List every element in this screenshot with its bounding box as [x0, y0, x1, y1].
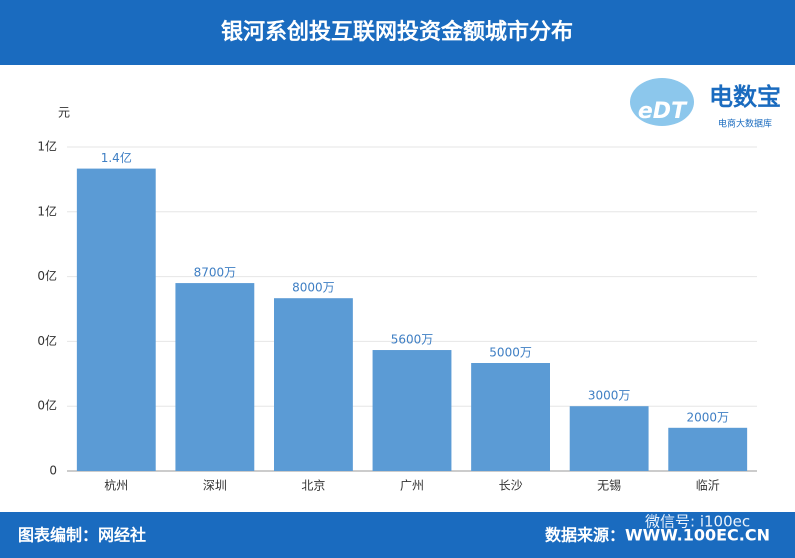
bar — [76, 168, 156, 471]
bar — [668, 427, 748, 471]
watermark: 微信号: i100ec — [645, 513, 750, 531]
value-label: 1.4亿 — [101, 150, 132, 165]
x-tick-label: 临沂 — [696, 479, 720, 493]
value-label: 5600万 — [391, 333, 434, 347]
y-axis-label: 元 — [58, 106, 70, 120]
logo-name: 电数宝 — [709, 83, 781, 111]
x-tick-label: 北京 — [301, 479, 325, 493]
footer-source-right: 数据来源：WWW.100EC.CN — [545, 526, 770, 545]
chart-title: 银河系创投互联网投资金额城市分布 — [221, 19, 573, 45]
x-tick-label: 长沙 — [499, 479, 523, 493]
logo: eDT 电数宝 电商大数据库 — [630, 78, 781, 130]
bar — [471, 363, 550, 471]
logo-subtitle: 电商大数据库 — [718, 118, 772, 130]
value-label: 2000万 — [686, 410, 729, 424]
footer-bar — [0, 512, 795, 558]
x-tick-label: 深圳 — [203, 479, 227, 493]
logo-cloud — [630, 78, 694, 126]
bar — [372, 350, 452, 471]
bar — [569, 406, 649, 471]
y-tick-label: 0 — [49, 464, 57, 478]
value-label: 3000万 — [588, 389, 631, 403]
bar — [274, 298, 353, 471]
x-tick-label: 无锡 — [597, 478, 621, 493]
bar — [175, 283, 255, 471]
x-tick-label: 广州 — [400, 479, 424, 493]
value-label: 5000万 — [489, 346, 532, 360]
value-label: 8700万 — [194, 266, 237, 280]
y-tick-label: 0亿 — [37, 333, 57, 348]
y-tick-label: 0亿 — [37, 398, 57, 413]
y-tick-label: 1亿 — [37, 203, 57, 218]
value-label: 8000万 — [292, 281, 335, 295]
y-tick-label: 0亿 — [37, 268, 57, 283]
header-bar — [0, 0, 795, 65]
y-tick-label: 1亿 — [37, 139, 57, 154]
logo-mark: eDT — [638, 99, 688, 124]
x-tick-label: 杭州 — [104, 478, 128, 493]
footer-source-left: 图表编制：网经社 — [18, 526, 146, 545]
